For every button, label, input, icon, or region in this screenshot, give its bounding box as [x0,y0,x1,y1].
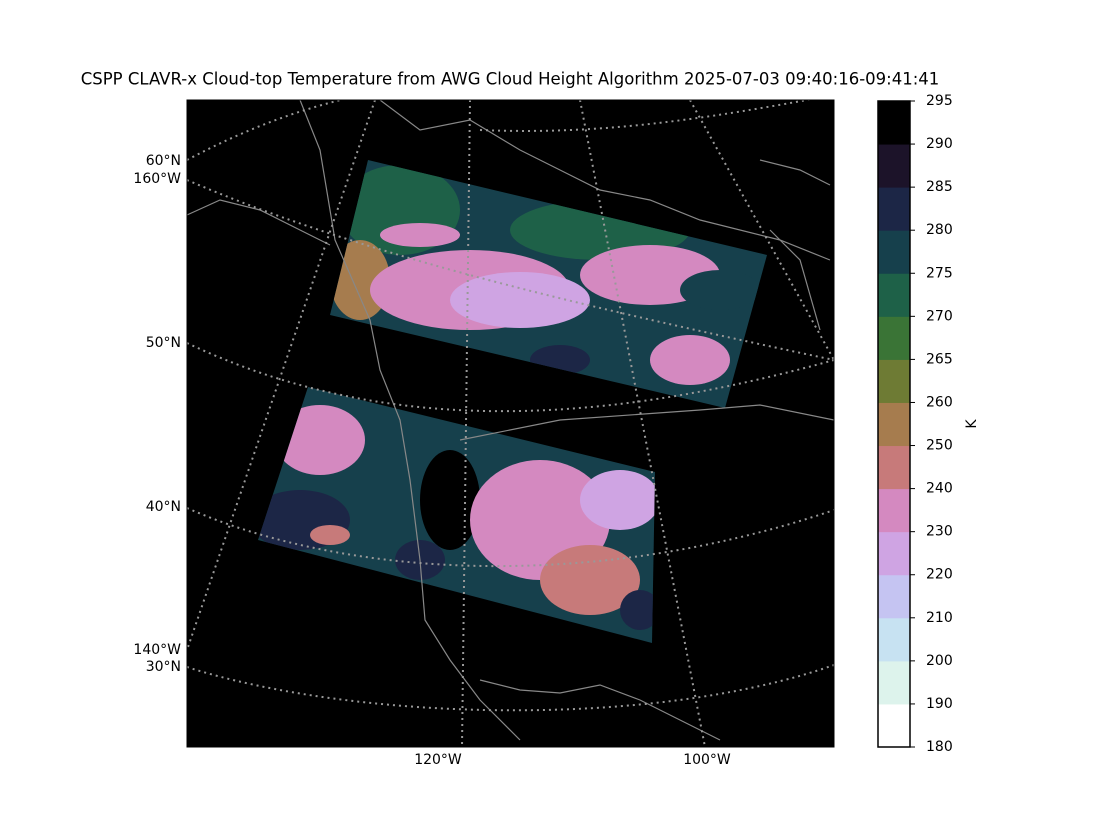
lat-label: 30°N [146,659,181,675]
colorbar-tick-label: 270 [926,308,953,324]
colorbar-tick-label: 240 [926,481,953,497]
colorbar-segment [878,660,910,705]
colorbar-tick-label: 250 [926,438,953,454]
colorbar-tick-label: 210 [926,610,953,626]
colorbar-segment [878,316,910,360]
colorbar-segment [878,101,910,145]
colorbar-tick-label: 285 [926,179,953,195]
colorbar-segment [878,144,910,188]
lat-label: 60°N [146,153,181,169]
lon-label: 120°W [414,752,462,768]
lat-label: 40°N [146,499,181,515]
lat-label: 50°N [146,335,181,351]
colorbar: 180 190 200 210 220 230 240 250 260 265 270 275 280 2… [877,93,953,755]
map [187,100,834,747]
colorbar-frame [877,100,911,748]
colorbar-tick-label: 190 [926,696,953,712]
colorbar-segment [878,359,910,403]
colorbar-segment [878,703,910,748]
lon-label: 140°W [133,642,181,658]
colorbar-segment [878,445,910,490]
colorbar-segment [878,273,910,317]
colorbar-tick-label: 290 [926,136,953,152]
title: CSPP CLAVR-x Cloud-top Temperature from … [81,70,940,89]
colorbar-segment [878,488,910,533]
lon-label: 160°W [133,171,181,187]
colorbar-tick-label: 200 [926,653,953,669]
colorbar-segment [878,187,910,231]
colorbar-segment [878,531,910,576]
colorbar-tick-label: 265 [926,351,953,367]
colorbar-tick-label: 260 [926,394,953,410]
colorbar-label: K [964,419,980,429]
lon-label: 100°W [683,752,731,768]
colorbar-segment [878,574,910,619]
colorbar-tick-label: 180 [926,739,953,755]
colorbar-tick-label: 275 [926,265,953,281]
colorbar-tick-label: 220 [926,567,953,583]
colorbar-tick-label: 295 [926,93,953,109]
colorbar-segment [878,402,910,447]
colorbar-tick-label: 230 [926,524,953,540]
colorbar-segment [878,617,910,662]
colorbar-segment [878,230,910,274]
colorbar-tick-label: 280 [926,222,953,238]
